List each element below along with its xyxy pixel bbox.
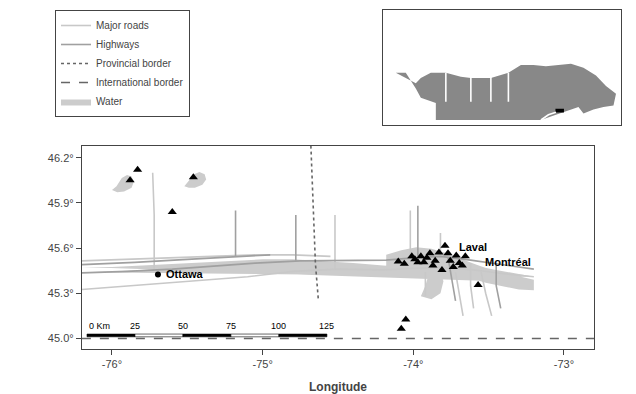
svg-text:25: 25 [130, 321, 140, 331]
svg-text:75: 75 [226, 321, 236, 331]
svg-text:-73°: -73° [554, 358, 574, 370]
svg-text:45.3°: 45.3° [48, 287, 74, 299]
svg-text:0 Km: 0 Km [89, 321, 110, 331]
svg-text:100: 100 [271, 321, 286, 331]
svg-text:46.2°: 46.2° [48, 152, 74, 164]
svg-text:Laval: Laval [459, 241, 487, 253]
svg-text:125: 125 [319, 321, 334, 331]
svg-text:Montréal: Montréal [485, 256, 531, 268]
svg-text:-75°: -75° [253, 358, 273, 370]
svg-text:Water: Water [96, 96, 123, 107]
svg-text:-76°: -76° [102, 358, 122, 370]
svg-text:Highways: Highways [96, 39, 139, 50]
svg-text:45.6°: 45.6° [48, 242, 74, 254]
svg-text:-74°: -74° [403, 358, 423, 370]
svg-text:International border: International border [96, 77, 183, 88]
svg-text:Major roads: Major roads [96, 20, 149, 31]
svg-text:45.9°: 45.9° [48, 197, 74, 209]
svg-text:Ottawa: Ottawa [166, 268, 204, 280]
svg-text:50: 50 [178, 321, 188, 331]
svg-text:Longitude: Longitude [309, 380, 367, 394]
svg-text:Provincial border: Provincial border [96, 58, 172, 69]
svg-text:45.0°: 45.0° [48, 332, 74, 344]
